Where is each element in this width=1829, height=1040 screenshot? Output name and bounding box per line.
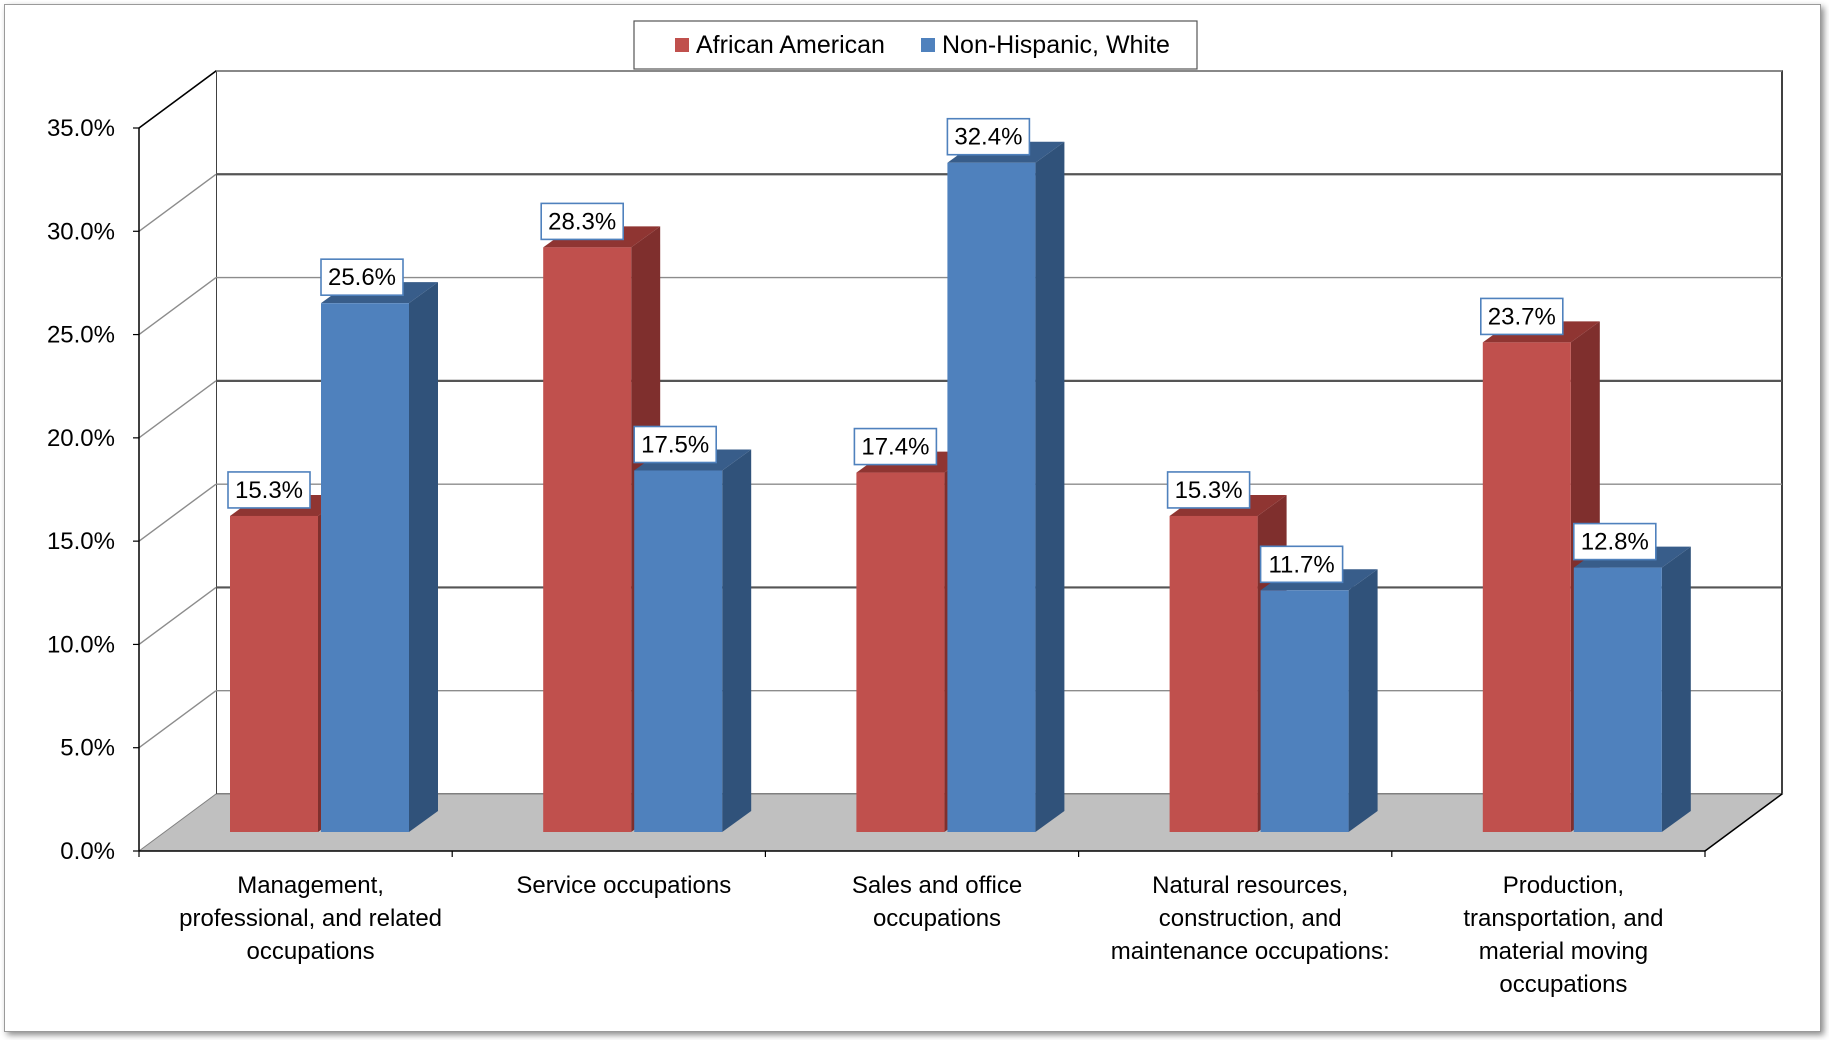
data-label-text: 15.3% <box>235 477 303 504</box>
data-label-text: 28.3% <box>548 208 616 235</box>
data-label-text: 17.5% <box>641 432 709 459</box>
data-label-non-hispanic-white-1: 17.5% <box>633 425 718 464</box>
bar-side <box>1035 141 1065 833</box>
y-tick-label: 0.0% <box>60 838 115 865</box>
y-axis-ticks: 0.0% 5.0% 10.0% 15.0% 20.0% 25.0% 30.0% 35.0% <box>47 115 139 865</box>
data-label-box <box>320 258 404 296</box>
data-labels: 15.3% 25.6% 28.3% 17.5% 17.4% 32.4% 15.3% 11.7%… <box>227 117 1657 584</box>
legend-box <box>633 20 1198 70</box>
data-label-box <box>853 427 938 466</box>
data-label-text: 12.8% <box>1581 529 1649 556</box>
bar-front <box>634 470 723 832</box>
gridline-side <box>138 277 217 336</box>
y-tick-label: 30.0% <box>47 218 115 245</box>
bar-non-hispanic-white-3 <box>1260 569 1378 832</box>
bar-side <box>409 282 438 833</box>
legend-swatch-african-american <box>675 38 689 52</box>
data-label-african-american-4: 23.7% <box>1480 297 1564 336</box>
bar-non-hispanic-white-1 <box>634 449 752 832</box>
data-label-box <box>1166 471 1251 509</box>
x-category-label-3: Natural resources, construction, and maint… <box>1111 872 1390 965</box>
x-category-label-0: Management, professional, and related occu… <box>179 872 442 965</box>
bars <box>230 141 1691 833</box>
data-label-african-american-0: 15.3% <box>227 471 311 509</box>
y-tick-label: 20.0% <box>47 425 115 452</box>
bar-front <box>856 472 945 832</box>
bar-front <box>947 162 1036 833</box>
x-axis-end-edge <box>1704 793 1783 852</box>
data-label-african-american-1: 28.3% <box>540 202 625 241</box>
data-label-box <box>633 425 718 464</box>
legend-label-non-hispanic-white: Non-Hispanic, White <box>942 31 1170 59</box>
legend-swatch-non-hispanic-white <box>921 38 935 52</box>
bar-front <box>1260 590 1349 832</box>
data-label-box <box>227 471 311 509</box>
data-label-african-american-3: 15.3% <box>1166 471 1251 509</box>
bar-side <box>1661 546 1691 832</box>
y-tick-label: 25.0% <box>47 322 115 349</box>
data-label-text: 32.4% <box>954 124 1022 151</box>
y-tick-label: 35.0% <box>47 115 115 142</box>
x-category-label-2: Sales and office occupations <box>852 872 1022 932</box>
data-label-text: 11.7% <box>1268 551 1334 578</box>
legend: African American Non-Hispanic, White <box>633 20 1198 70</box>
data-label-box <box>1480 297 1564 336</box>
y-tick-label: 5.0% <box>60 735 115 762</box>
bar-front <box>1573 567 1662 832</box>
y-axis-top-edge <box>138 70 217 129</box>
data-label-box <box>1259 545 1344 584</box>
data-label-non-hispanic-white-4: 12.8% <box>1573 522 1657 561</box>
data-label-african-american-2: 17.4% <box>853 427 938 466</box>
bar-front <box>1169 515 1258 832</box>
data-label-text: 25.6% <box>328 264 396 291</box>
x-axis-categories: Management, professional, and related occu… <box>179 872 1663 998</box>
data-label-text: 23.7% <box>1488 303 1556 330</box>
data-label-box <box>946 117 1031 156</box>
side-wall <box>139 71 216 851</box>
data-label-text: 17.4% <box>861 434 929 461</box>
gridline-side <box>138 586 217 645</box>
axes <box>138 70 1783 857</box>
data-label-text: 15.3% <box>1175 477 1243 504</box>
bar-side <box>722 449 752 832</box>
bar-front <box>321 303 409 833</box>
data-label-non-hispanic-white-3: 11.7% <box>1259 545 1344 584</box>
bar-non-hispanic-white-0 <box>321 282 438 833</box>
data-label-non-hispanic-white-2: 32.4% <box>946 117 1031 156</box>
gridline-side <box>138 173 217 232</box>
bar-non-hispanic-white-4 <box>1573 546 1691 832</box>
legend-label-african-american: African American <box>696 31 885 59</box>
data-label-box <box>540 202 625 241</box>
gridline-side <box>138 380 217 439</box>
gridline-side <box>138 483 217 542</box>
y-tick-label: 15.0% <box>47 528 115 555</box>
data-label-non-hispanic-white-0: 25.6% <box>320 258 404 296</box>
y-tick-label: 10.0% <box>47 631 115 658</box>
bar-side <box>1348 569 1378 832</box>
x-category-label-4: Production, transportation, and material m… <box>1463 872 1663 998</box>
bar-front <box>543 247 632 833</box>
x-category-label-1: Service occupations <box>516 872 731 899</box>
bar-front <box>1482 342 1571 832</box>
data-label-box <box>1573 522 1657 561</box>
bar-non-hispanic-white-2 <box>947 141 1065 833</box>
gridline-side <box>138 690 217 749</box>
bar-front <box>230 515 318 832</box>
